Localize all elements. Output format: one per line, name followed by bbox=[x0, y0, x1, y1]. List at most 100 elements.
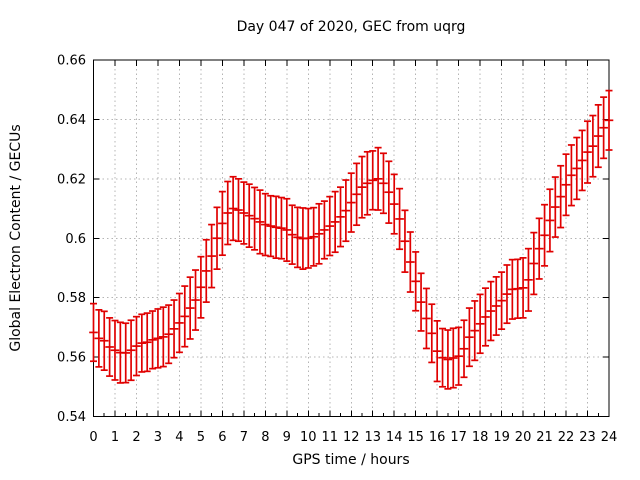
y-tick-label: 0.66 bbox=[57, 54, 86, 69]
error-bar bbox=[432, 319, 442, 383]
error-bar bbox=[389, 173, 399, 235]
error-bar bbox=[400, 209, 410, 273]
error-bar bbox=[599, 96, 608, 160]
error-bar bbox=[271, 195, 281, 260]
error-bar bbox=[110, 319, 120, 381]
error-bar bbox=[303, 207, 313, 269]
x-tick-label: 8 bbox=[261, 430, 269, 445]
error-bar bbox=[395, 187, 404, 251]
error-bar bbox=[411, 251, 420, 312]
error-bar bbox=[89, 302, 98, 363]
error-bar bbox=[201, 238, 211, 303]
error-bar bbox=[572, 136, 582, 201]
x-tick-label: 2 bbox=[132, 430, 140, 445]
error-bar bbox=[427, 303, 437, 364]
error-bar bbox=[142, 312, 152, 373]
x-tick-label: 6 bbox=[218, 430, 226, 445]
error-bar bbox=[137, 313, 147, 373]
x-tick-label: 12 bbox=[343, 430, 360, 445]
x-tick-label: 19 bbox=[493, 430, 510, 445]
error-bar bbox=[212, 206, 222, 270]
error-bar bbox=[513, 258, 523, 320]
error-bar bbox=[459, 319, 469, 379]
error-bar bbox=[255, 189, 265, 255]
x-tick-label: 0 bbox=[89, 430, 97, 445]
x-tick-label: 23 bbox=[579, 430, 596, 445]
error-bar bbox=[373, 146, 383, 211]
error-bar bbox=[448, 327, 458, 389]
error-bar bbox=[567, 144, 576, 207]
error-bar bbox=[196, 255, 206, 319]
error-bar bbox=[185, 276, 195, 340]
error-bar bbox=[261, 192, 270, 257]
error-bar bbox=[551, 176, 560, 238]
x-tick-label: 4 bbox=[175, 430, 183, 445]
x-tick-label: 1 bbox=[111, 430, 119, 445]
error-bar bbox=[277, 196, 286, 260]
x-tick-label: 13 bbox=[364, 430, 381, 445]
error-bar bbox=[604, 89, 614, 151]
error-bar bbox=[207, 223, 216, 289]
error-bar bbox=[175, 292, 184, 354]
error-bar bbox=[218, 190, 227, 257]
x-tick-label: 15 bbox=[407, 430, 424, 445]
error-bar bbox=[325, 195, 335, 257]
error-bar bbox=[234, 177, 243, 243]
error-bar bbox=[126, 319, 136, 382]
y-tick-label: 0.6 bbox=[65, 232, 86, 247]
error-bar bbox=[191, 269, 200, 331]
error-bar bbox=[330, 190, 340, 254]
x-tick-label: 18 bbox=[472, 430, 489, 445]
error-bar bbox=[357, 155, 367, 219]
error-bar bbox=[475, 293, 485, 355]
x-tick-label: 3 bbox=[154, 430, 162, 445]
error-bar bbox=[502, 264, 512, 325]
error-bar bbox=[593, 104, 603, 169]
y-tick-label: 0.56 bbox=[57, 351, 86, 366]
error-bar bbox=[545, 188, 555, 253]
error-bar bbox=[534, 217, 544, 280]
error-bar bbox=[406, 231, 415, 293]
error-bar bbox=[169, 299, 179, 359]
error-bar bbox=[159, 306, 168, 368]
error-bar bbox=[481, 287, 490, 347]
error-bar bbox=[465, 307, 474, 368]
error-bar bbox=[561, 153, 571, 217]
error-bar bbox=[180, 285, 190, 348]
error-bar bbox=[556, 164, 565, 229]
x-tick-label: 9 bbox=[283, 430, 291, 445]
error-bar bbox=[148, 310, 157, 370]
error-bar bbox=[454, 326, 463, 386]
error-bar bbox=[379, 152, 388, 215]
error-bar bbox=[309, 206, 318, 267]
error-bar bbox=[416, 272, 426, 332]
error-bar bbox=[583, 120, 592, 184]
error-bar bbox=[94, 308, 104, 368]
error-bar bbox=[438, 327, 447, 388]
error-bar bbox=[470, 300, 480, 362]
chart-title: Day 047 of 2020, GEC from uqrg bbox=[236, 19, 466, 35]
error-bar bbox=[524, 247, 533, 312]
y-tick-label: 0.64 bbox=[57, 113, 86, 128]
error-bar bbox=[443, 329, 453, 390]
x-tick-label: 22 bbox=[558, 430, 575, 445]
error-bar bbox=[320, 200, 329, 260]
x-axis-label: GPS time / hours bbox=[292, 452, 410, 468]
x-tick-label: 5 bbox=[197, 430, 205, 445]
error-bar bbox=[529, 231, 539, 296]
x-tick-label: 14 bbox=[386, 430, 403, 445]
error-bar bbox=[244, 183, 254, 249]
error-bar bbox=[384, 160, 394, 224]
error-bar bbox=[341, 179, 351, 243]
error-bar bbox=[491, 276, 501, 336]
x-tick-label: 17 bbox=[450, 430, 467, 445]
x-tick-label: 10 bbox=[300, 430, 317, 445]
error-bar bbox=[336, 186, 345, 248]
error-bar bbox=[99, 310, 109, 372]
error-bar bbox=[497, 271, 506, 331]
x-tick-label: 24 bbox=[601, 430, 618, 445]
y-tick-label: 0.62 bbox=[57, 172, 86, 187]
error-bar bbox=[282, 197, 292, 262]
